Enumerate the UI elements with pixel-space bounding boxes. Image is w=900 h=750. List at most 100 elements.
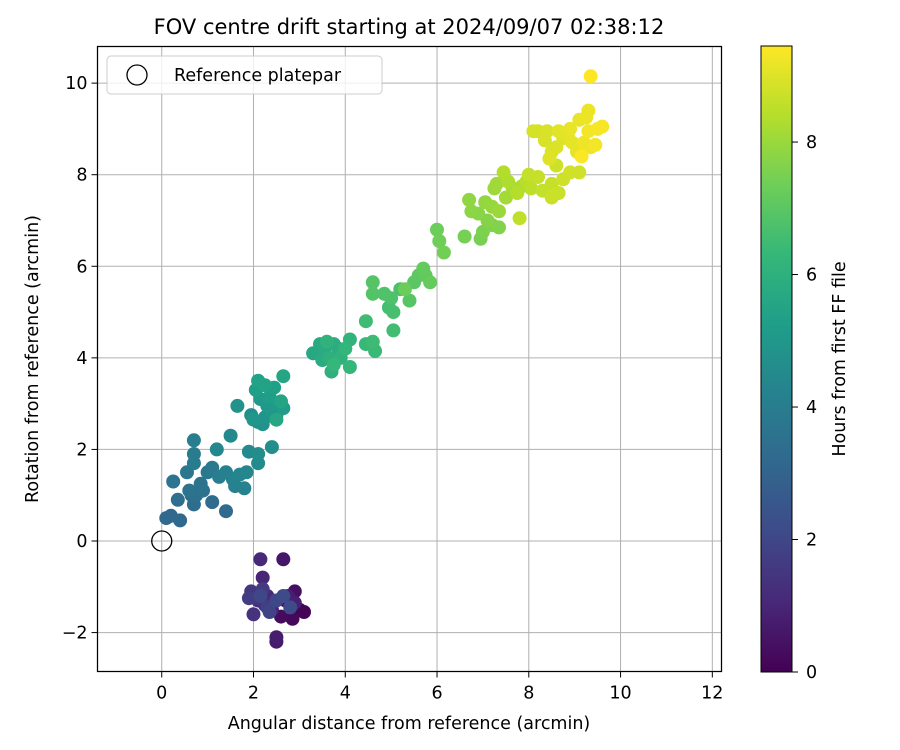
y-tick-label: 4 [76, 349, 87, 369]
scatter-point [563, 121, 578, 136]
scatter-point [358, 314, 373, 329]
scatter-point [253, 552, 268, 567]
scatter-point [492, 204, 506, 219]
colorbar-ticks: 0 2 4 6 8 [792, 133, 817, 683]
scatter-point [209, 442, 224, 457]
scatter-point [588, 137, 603, 152]
scatter-point [581, 103, 596, 118]
y-tick-label: −2 [62, 624, 88, 644]
x-tick-label: 12 [701, 684, 723, 704]
x-axis-label: Angular distance from reference (arcmin) [228, 714, 591, 734]
y-tick-label: 2 [76, 440, 87, 460]
scatter-point [386, 305, 401, 320]
scatter-point [253, 589, 268, 603]
scatter-point [432, 234, 447, 249]
scatter-point [365, 286, 380, 301]
scatter-point [496, 165, 511, 180]
scatter-point [510, 186, 525, 200]
scatter-point [464, 204, 479, 219]
scatter-point [239, 465, 254, 480]
scatter-point [230, 398, 245, 413]
scatter-point [258, 378, 272, 393]
y-axis-label: Rotation from reference (arcmin) [23, 215, 43, 503]
chart-title: FOV centre drift starting at 2024/09/07 … [154, 15, 665, 39]
scatter-point [574, 149, 589, 164]
colorbar-gradient [760, 45, 793, 673]
axes-frame [96, 45, 723, 673]
scatter-point [276, 369, 291, 384]
scatter-point [342, 360, 357, 374]
scatter-point [512, 211, 527, 226]
scatter-point [237, 481, 252, 496]
y-tick-label: 0 [76, 532, 87, 552]
scatter-point [397, 282, 412, 297]
x-tick-label: 2 [248, 684, 259, 704]
scatter-point [182, 483, 197, 498]
scatter-point [524, 181, 539, 196]
x-axis-ticks: 0 2 4 6 8 10 12 [156, 671, 723, 704]
scatter-point [416, 261, 431, 276]
scatter-point [262, 605, 277, 619]
scatter-point [274, 394, 288, 409]
scatter-points [159, 69, 610, 649]
scatter-point [193, 476, 208, 491]
scatter-point [338, 341, 353, 356]
scatter-point [246, 412, 261, 427]
grid [97, 46, 722, 672]
y-tick-label: 8 [76, 166, 87, 186]
scatter-point [492, 220, 506, 235]
scatter-point [436, 245, 451, 260]
x-tick-label: 8 [523, 684, 534, 704]
colorbar-tick-label: 6 [806, 266, 817, 286]
colorbar: 0 2 4 6 8 Hours from first FF file [760, 45, 850, 683]
y-tick-label: 10 [65, 74, 87, 94]
scatter-point [255, 570, 270, 585]
reference-marker [151, 530, 173, 552]
scatter-point [462, 192, 477, 207]
scatter-point [276, 552, 291, 567]
colorbar-label: Hours from first FF file [830, 261, 850, 456]
scatter-point [251, 447, 266, 461]
scatter-point [365, 275, 380, 290]
colorbar-tick-label: 0 [806, 663, 817, 683]
x-tick-label: 4 [340, 684, 351, 704]
scatter-point [377, 286, 392, 301]
colorbar-tick-label: 2 [806, 531, 817, 551]
x-tick-label: 0 [156, 684, 167, 704]
scatter-point [402, 293, 417, 308]
legend-box [106, 55, 383, 95]
colorbar-tick-label: 4 [806, 398, 817, 418]
reference-point [151, 530, 173, 552]
scatter-point [572, 165, 587, 180]
legend-label: Reference platepar [174, 66, 342, 86]
scatter-point [457, 229, 472, 244]
scatter-point [386, 323, 401, 338]
scatter-point [173, 513, 188, 528]
scatter-point [186, 433, 201, 448]
scatter-point [551, 124, 566, 139]
scatter-point [285, 611, 300, 626]
scatter-point [276, 589, 291, 603]
scatter-point [223, 428, 238, 443]
scatter-point [170, 492, 185, 507]
scatter-point [166, 474, 181, 489]
scatter-point [283, 600, 298, 615]
y-axis-ticks: −2 0 2 4 6 8 10 [62, 74, 98, 644]
scatter-point [531, 170, 545, 184]
y-tick-label: 6 [76, 257, 87, 277]
scatter-point [423, 275, 438, 290]
scatter-point [186, 447, 201, 461]
legend: Reference platepar [106, 55, 383, 95]
scatter-point [537, 133, 552, 148]
x-tick-label: 6 [431, 684, 442, 704]
scatter-point [551, 186, 566, 200]
scatter-point [319, 334, 334, 349]
scatter-point [269, 630, 284, 645]
scatter-point [489, 176, 504, 191]
scatter-point [269, 412, 284, 427]
scatter-point [264, 440, 279, 455]
scatter-point [205, 495, 220, 510]
x-tick-label: 10 [609, 684, 631, 704]
scatter-point [326, 357, 341, 372]
